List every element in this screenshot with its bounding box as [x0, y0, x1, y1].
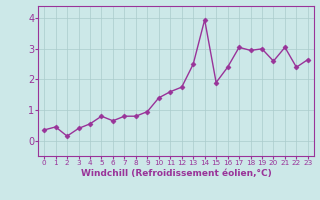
- X-axis label: Windchill (Refroidissement éolien,°C): Windchill (Refroidissement éolien,°C): [81, 169, 271, 178]
